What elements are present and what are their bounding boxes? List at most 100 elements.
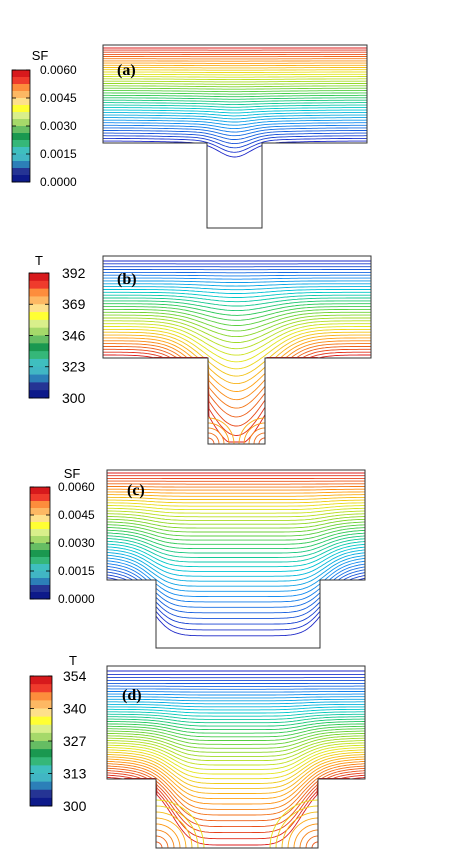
isotherm bbox=[107, 718, 365, 727]
colorbar-swatch bbox=[30, 781, 52, 791]
streamline bbox=[107, 510, 365, 518]
isotherm bbox=[107, 776, 365, 846]
colorbar-swatch bbox=[29, 335, 49, 344]
isotherm bbox=[107, 758, 365, 800]
colorbar-swatch bbox=[12, 161, 30, 169]
isotherm-corner bbox=[155, 823, 181, 848]
colorbar-swatch bbox=[29, 312, 49, 321]
isotherm bbox=[103, 343, 371, 409]
colorbar-swatch bbox=[30, 578, 50, 586]
colorbar-swatch bbox=[30, 724, 52, 734]
isotherm bbox=[103, 328, 371, 370]
isotherm bbox=[107, 767, 365, 822]
colorbar-swatch bbox=[30, 749, 52, 758]
isotherm-corner bbox=[305, 835, 319, 848]
streamline bbox=[107, 486, 365, 488]
isotherm bbox=[107, 742, 365, 766]
isotherm-corner bbox=[207, 432, 220, 444]
streamline bbox=[103, 92, 367, 95]
isotherm-corner bbox=[207, 422, 230, 444]
isotherm bbox=[107, 706, 365, 711]
streamline bbox=[103, 117, 367, 123]
isotherm bbox=[107, 756, 365, 794]
isotherm-corner bbox=[155, 799, 205, 848]
streamline bbox=[103, 140, 367, 158]
colorbar-swatch bbox=[30, 550, 50, 558]
isotherm bbox=[103, 274, 371, 277]
isotherm bbox=[107, 698, 365, 702]
colorbar-tick-label: 0.0045 bbox=[40, 91, 77, 105]
isotherm bbox=[103, 303, 371, 316]
isotherm-corner bbox=[207, 417, 235, 444]
streamline bbox=[107, 513, 365, 521]
contour-plot-b: (b) bbox=[102, 255, 372, 445]
isotherm bbox=[107, 760, 365, 805]
isotherm bbox=[103, 323, 371, 356]
colorbar-tick-label: 0.0015 bbox=[58, 564, 95, 578]
isotherm-corner bbox=[258, 437, 265, 444]
streamline bbox=[107, 577, 365, 631]
streamline bbox=[103, 80, 367, 83]
streamline bbox=[103, 90, 367, 93]
isotherm-corner bbox=[299, 829, 319, 848]
colorbar-swatch bbox=[12, 175, 30, 183]
colorbar-tick-label: 313 bbox=[63, 765, 87, 781]
colorbar-swatch bbox=[29, 390, 49, 399]
isotherm bbox=[103, 291, 371, 298]
colorbar-swatch bbox=[30, 543, 50, 551]
streamline bbox=[103, 71, 367, 73]
isotherm bbox=[103, 311, 371, 332]
streamline bbox=[103, 137, 367, 153]
streamline bbox=[103, 99, 367, 103]
streamline bbox=[103, 114, 367, 120]
streamline bbox=[103, 78, 367, 81]
colorbar-swatch bbox=[12, 119, 30, 127]
isotherm-corner bbox=[155, 829, 175, 848]
colorbar-tick-label: 323 bbox=[62, 359, 86, 375]
colorbar-swatch bbox=[30, 692, 52, 701]
colorbar-swatch bbox=[29, 382, 49, 391]
colorbar-swatch bbox=[12, 98, 30, 106]
colorbar-swatch bbox=[30, 732, 52, 742]
isotherm-corner bbox=[287, 817, 319, 848]
streamline bbox=[103, 122, 367, 130]
isotherm bbox=[107, 751, 365, 784]
streamline bbox=[107, 565, 365, 608]
colorbar-swatch bbox=[29, 351, 49, 360]
streamline bbox=[107, 549, 365, 577]
streamline bbox=[103, 127, 367, 137]
streamline bbox=[107, 507, 365, 514]
colorbar-swatch bbox=[30, 741, 52, 750]
colorbar-swatch bbox=[12, 126, 30, 134]
isotherm bbox=[107, 765, 365, 816]
colorbar-swatch bbox=[30, 508, 50, 516]
isotherm-corner bbox=[155, 835, 169, 848]
isotherm bbox=[103, 348, 371, 427]
streamline bbox=[103, 102, 367, 106]
colorbar-title: SF bbox=[32, 48, 49, 63]
isotherm bbox=[103, 354, 371, 443]
isotherm-corner bbox=[275, 805, 319, 848]
contour-lines bbox=[107, 472, 365, 637]
colorbar-tick-label: 0.0030 bbox=[40, 119, 77, 133]
colorbar-swatch bbox=[30, 797, 52, 807]
colorbar-swatch bbox=[12, 168, 30, 176]
colorbar-swatch bbox=[29, 319, 49, 329]
colorbar-swatch bbox=[30, 487, 50, 495]
isotherm bbox=[107, 763, 365, 810]
streamline bbox=[107, 538, 365, 558]
contour-lines bbox=[103, 260, 371, 444]
streamline bbox=[103, 94, 367, 98]
isotherm bbox=[107, 713, 365, 720]
streamline bbox=[107, 551, 365, 582]
streamline bbox=[107, 574, 365, 625]
colorbar-title: T bbox=[69, 653, 77, 668]
colorbar-a: SF0.0060 0.0045 0.0030 0.0015 0.0000 bbox=[11, 48, 77, 189]
isotherm bbox=[107, 696, 365, 699]
isotherm bbox=[103, 346, 371, 418]
colorbar-swatch bbox=[30, 676, 52, 685]
streamline bbox=[107, 499, 365, 504]
tee-junction-outline bbox=[102, 44, 368, 229]
